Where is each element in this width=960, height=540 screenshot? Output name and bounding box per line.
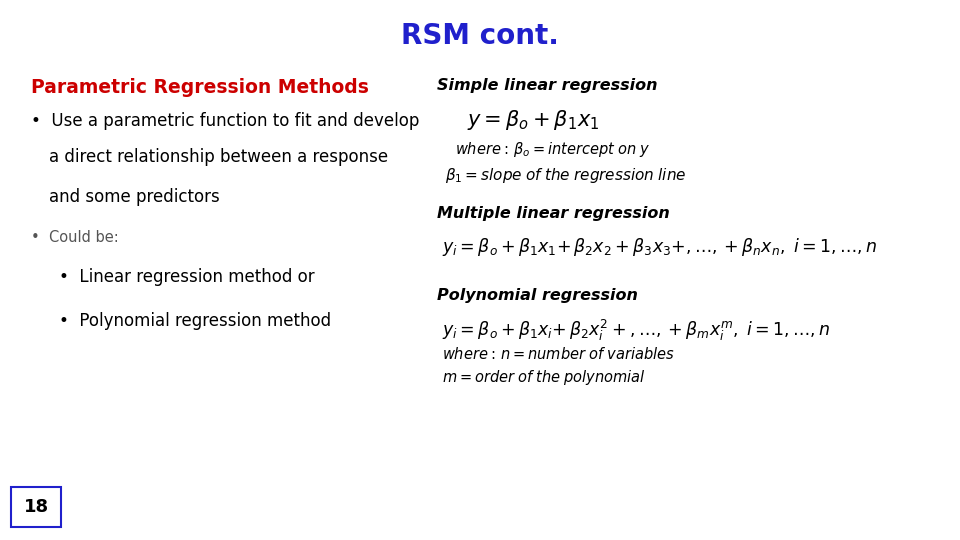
FancyBboxPatch shape — [11, 487, 61, 527]
Text: $where{:}\, n = number\; of\; variables$: $where{:}\, n = number\; of\; variables$ — [442, 346, 675, 362]
Text: 18: 18 — [23, 498, 49, 516]
Text: •  Use a parametric function to fit and develop: • Use a parametric function to fit and d… — [31, 112, 420, 130]
Text: Polynomial regression: Polynomial regression — [437, 288, 637, 303]
Text: $m = order\; of\; the\; polynomial$: $m = order\; of\; the\; polynomial$ — [442, 368, 646, 387]
Text: $y_i = \beta_o + \beta_1 x_1 {+}\, \beta_2 x_2 + \beta_3 x_3 {+},\ldots,+ \beta_: $y_i = \beta_o + \beta_1 x_1 {+}\, \beta… — [442, 236, 877, 258]
Text: $\beta_1 = slope\; of\; the\; regression\; line$: $\beta_1 = slope\; of\; the\; regression… — [444, 166, 686, 185]
Text: Simple linear regression: Simple linear regression — [437, 78, 658, 93]
Text: and some predictors: and some predictors — [49, 188, 220, 206]
Text: •  Polynomial regression method: • Polynomial regression method — [59, 312, 331, 330]
Text: RSM cont.: RSM cont. — [401, 22, 559, 50]
Text: $y = \beta_o + \beta_1 x_1$: $y = \beta_o + \beta_1 x_1$ — [467, 108, 599, 132]
Text: a direct relationship between a response: a direct relationship between a response — [49, 148, 388, 166]
Text: Multiple linear regression: Multiple linear regression — [437, 206, 669, 221]
Text: $where{:}\, \beta_o = intercept\; on\; y$: $where{:}\, \beta_o = intercept\; on\; y… — [455, 140, 650, 159]
Text: Parametric Regression Methods: Parametric Regression Methods — [31, 78, 369, 97]
Text: •  Could be:: • Could be: — [31, 230, 118, 245]
Text: $y_i = \beta_o + \beta_1 x_i {+}\, \beta_2 x_i^2 +,\ldots,+ \beta_m x_i^m,\; i =: $y_i = \beta_o + \beta_1 x_i {+}\, \beta… — [442, 318, 830, 343]
Text: •  Linear regression method or: • Linear regression method or — [59, 268, 314, 286]
